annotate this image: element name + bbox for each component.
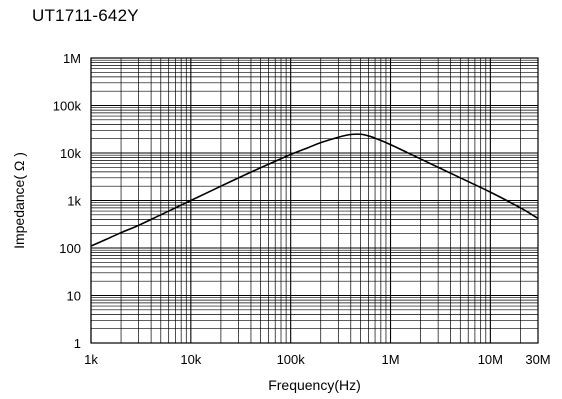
y-tick-label: 1M <box>63 51 81 66</box>
grid-lines <box>90 58 539 344</box>
y-tick-label: 1k <box>67 194 81 209</box>
y-tick-label: 100 <box>59 241 81 256</box>
y-tick-labels: 1 10 100 1k 10k 100k 1M <box>53 51 82 351</box>
x-tick-label: 1k <box>84 352 98 367</box>
y-tick-label: 10k <box>60 146 81 161</box>
impedance-curve <box>90 133 539 247</box>
x-axis-label: Frequency(Hz) <box>268 377 361 393</box>
x-tick-label: 1M <box>381 352 399 367</box>
chart-title: UT1711-642Y <box>32 6 139 25</box>
x-tick-label: 30M <box>525 352 550 367</box>
x-tick-label: 10M <box>478 352 503 367</box>
y-axis-label: Impedance( Ω ) <box>11 152 27 249</box>
x-tick-label: 10k <box>180 352 201 367</box>
y-tick-label: 100k <box>53 99 82 114</box>
plot-frame <box>90 57 539 344</box>
x-tick-labels: 1k 10k 100k 1M 10M 30M <box>84 352 551 367</box>
x-tick-label: 100k <box>277 352 306 367</box>
y-tick-label: 1 <box>74 336 81 351</box>
y-tick-label: 10 <box>67 289 81 304</box>
series-layer <box>90 133 539 247</box>
